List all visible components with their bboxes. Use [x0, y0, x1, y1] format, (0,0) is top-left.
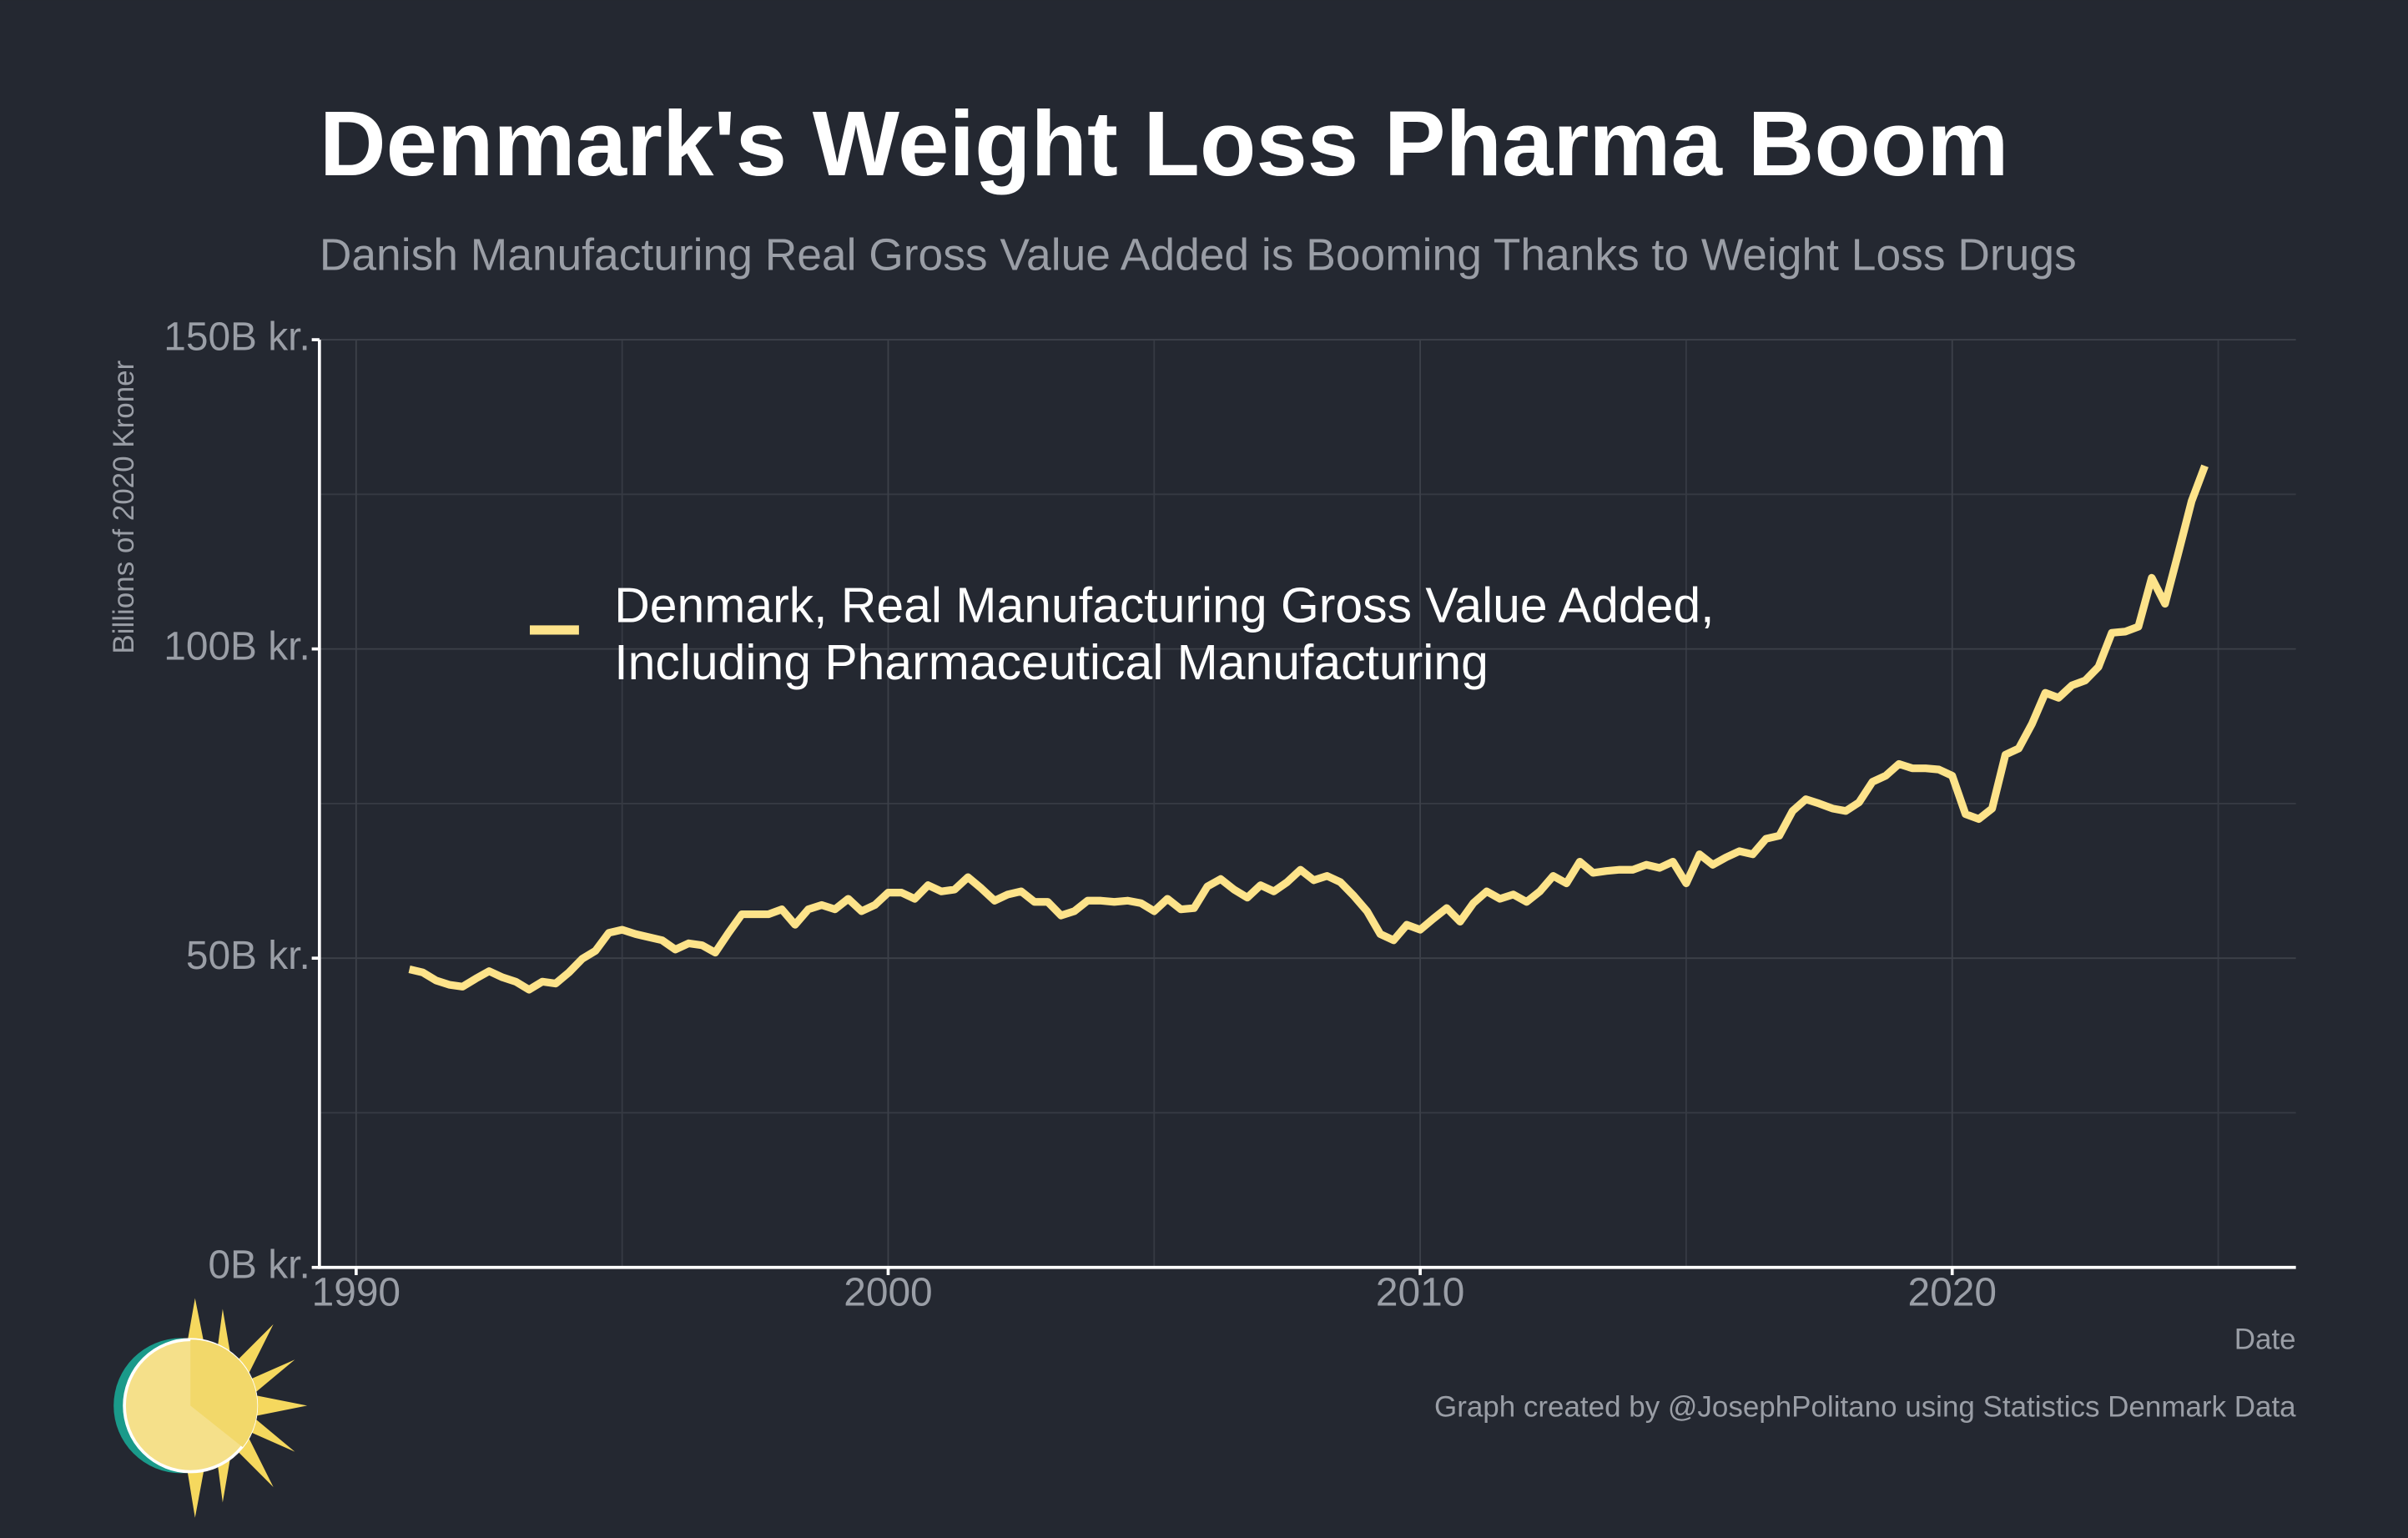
- data-line: [408, 464, 2209, 994]
- x-tick-label: 2000: [844, 1271, 932, 1315]
- y-tick-label: 150B kr.: [164, 315, 310, 360]
- y-tick-label: 0B kr.: [208, 1243, 310, 1287]
- x-tick-label: 1990: [312, 1271, 400, 1315]
- y-axis-label: Billions of 2020 Kroner: [108, 360, 140, 653]
- legend-entry: Denmark, Real Manufacturing Gross Value …: [614, 577, 1715, 690]
- caption: Graph created by @JosephPolitano using S…: [1434, 1390, 2296, 1423]
- plot-area: 0B kr. 50B kr. 100B kr. 150B kr. 1990 2000 201…: [164, 315, 2296, 1315]
- y-tick-label: 100B kr.: [164, 624, 310, 668]
- y-tick-label: 50B kr.: [186, 934, 310, 978]
- logo: [113, 1298, 308, 1518]
- chart-title: Denmark's Weight Loss Pharma Boom: [320, 93, 2009, 195]
- x-tick-label: 2010: [1376, 1271, 1464, 1315]
- legend-label: Denmark, Real Manufacturing Gross Value …: [614, 577, 1715, 690]
- x-axis-label: Date: [2234, 1323, 2296, 1355]
- chart-subtitle: Danish Manufacturing Real Gross Value Ad…: [320, 231, 2077, 280]
- x-tick-label: 2020: [1908, 1271, 1997, 1315]
